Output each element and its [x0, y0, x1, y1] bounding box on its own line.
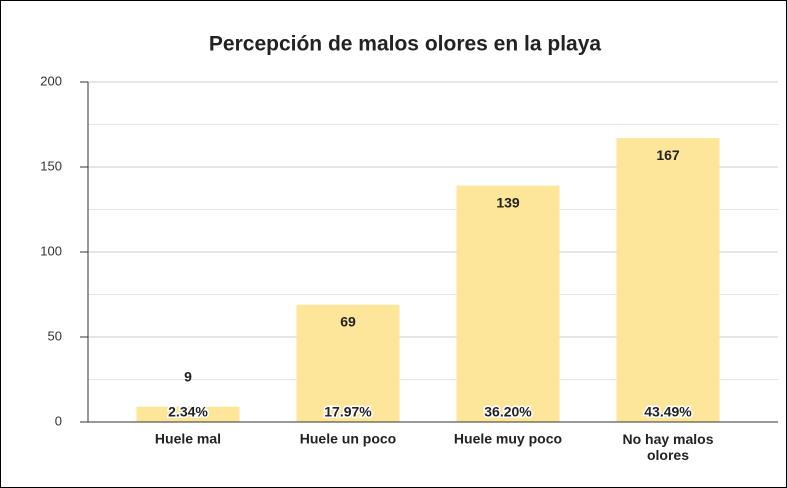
bar [616, 138, 720, 422]
chart-title: Percepción de malos olores en la playa [209, 33, 601, 56]
y-tick-label: 150 [40, 158, 62, 173]
value-label: 9 [184, 368, 192, 384]
y-tick-label: 100 [40, 243, 62, 258]
y-tick-label: 0 [55, 413, 62, 428]
x-tick-label: No hay malos olores [622, 431, 713, 463]
x-tick-label: Huele un poco [300, 431, 396, 447]
x-tick-label: Huele muy poco [454, 431, 562, 447]
y-tick-label: 50 [48, 328, 62, 343]
bar [456, 185, 560, 422]
percent-label: 2.34% [168, 404, 208, 420]
y-tick-label: 200 [40, 73, 62, 88]
value-label: 167 [656, 147, 680, 163]
percent-label: 17.97% [324, 404, 372, 420]
value-label: 69 [340, 313, 356, 329]
bar [136, 406, 240, 422]
percent-label: 36.20% [484, 404, 532, 420]
percent-label: 43.49% [644, 404, 692, 420]
x-tick-label: Huele mal [155, 431, 221, 447]
bar [296, 304, 400, 422]
value-label: 139 [496, 194, 520, 210]
